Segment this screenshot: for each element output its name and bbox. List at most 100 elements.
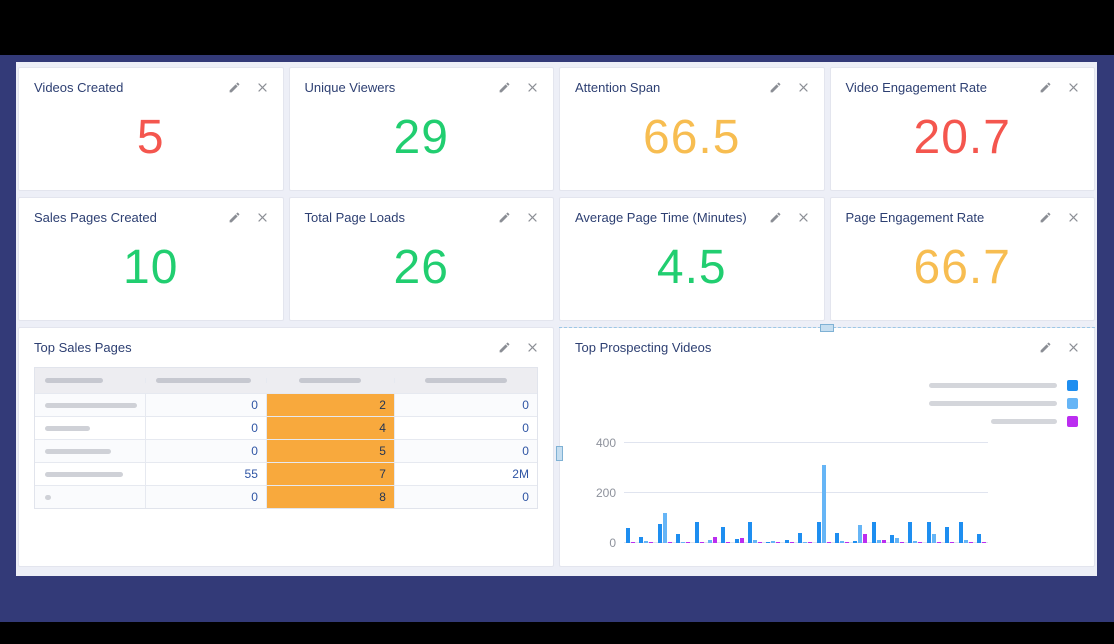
close-icon[interactable]	[256, 81, 269, 94]
bar[interactable]	[958, 522, 963, 543]
stat-card-video-engagement-rate: Video Engagement Rate 20.7	[829, 67, 1095, 191]
legend-item[interactable]	[991, 416, 1078, 427]
bar[interactable]	[699, 542, 704, 543]
bar[interactable]	[644, 541, 649, 543]
pencil-icon[interactable]	[1039, 341, 1052, 354]
bar[interactable]	[726, 542, 731, 543]
table-cell: 2	[265, 394, 394, 416]
bar[interactable]	[639, 537, 644, 543]
bar[interactable]	[895, 538, 899, 543]
bar[interactable]	[721, 527, 726, 543]
close-icon[interactable]	[797, 211, 810, 224]
bar[interactable]	[931, 534, 936, 543]
bar[interactable]	[784, 540, 789, 543]
bar[interactable]	[826, 542, 831, 543]
bar[interactable]	[631, 542, 635, 543]
pencil-icon[interactable]	[498, 341, 511, 354]
bar[interactable]	[881, 540, 886, 543]
card-title: Attention Span	[575, 80, 661, 95]
bar[interactable]	[976, 534, 981, 543]
bar[interactable]	[981, 542, 986, 543]
bar[interactable]	[694, 522, 699, 543]
close-icon[interactable]	[526, 341, 539, 354]
pencil-icon[interactable]	[228, 81, 241, 94]
bar[interactable]	[950, 542, 955, 543]
bar[interactable]	[753, 540, 757, 543]
bar[interactable]	[945, 527, 950, 543]
card-title: Videos Created	[34, 80, 124, 95]
bar[interactable]	[739, 538, 744, 543]
bar[interactable]	[913, 541, 918, 543]
bar[interactable]	[649, 542, 654, 543]
bar[interactable]	[766, 542, 771, 543]
close-icon[interactable]	[1067, 341, 1080, 354]
row-label-placeholder	[35, 417, 145, 439]
bar[interactable]	[844, 542, 849, 543]
bar[interactable]	[858, 525, 863, 543]
bar[interactable]	[908, 522, 913, 543]
bar[interactable]	[918, 542, 923, 543]
pencil-icon[interactable]	[769, 211, 782, 224]
bar[interactable]	[834, 533, 839, 543]
bar[interactable]	[871, 522, 876, 543]
bar[interactable]	[758, 542, 762, 543]
legend-item[interactable]	[929, 380, 1078, 391]
bar[interactable]	[863, 534, 868, 543]
bar[interactable]	[816, 522, 821, 543]
pencil-icon[interactable]	[1039, 211, 1052, 224]
bar[interactable]	[748, 522, 752, 543]
bar[interactable]	[821, 465, 826, 543]
table-cell: 8	[265, 486, 394, 508]
bar[interactable]	[667, 542, 672, 543]
close-icon[interactable]	[797, 81, 810, 94]
table-cell: 2M	[393, 463, 537, 485]
bar[interactable]	[771, 541, 776, 543]
bar[interactable]	[936, 542, 941, 543]
table-row: 55 7 2M	[35, 462, 537, 485]
bar[interactable]	[686, 542, 691, 543]
close-icon[interactable]	[256, 211, 269, 224]
pencil-icon[interactable]	[228, 211, 241, 224]
pencil-icon[interactable]	[1039, 81, 1052, 94]
bar[interactable]	[789, 542, 794, 543]
bar[interactable]	[803, 542, 808, 543]
bar[interactable]	[626, 528, 630, 543]
table-cell: 0	[145, 417, 265, 439]
close-icon[interactable]	[1067, 211, 1080, 224]
bar[interactable]	[676, 534, 681, 543]
bar[interactable]	[657, 524, 662, 543]
bar[interactable]	[963, 540, 968, 543]
close-icon[interactable]	[1067, 81, 1080, 94]
stat-card-videos-created: Videos Created 5	[18, 67, 284, 191]
bar[interactable]	[876, 540, 881, 543]
card-header: Page Engagement Rate	[831, 198, 1095, 225]
resize-handle-left[interactable]	[556, 446, 563, 461]
bar-group	[816, 465, 831, 543]
legend-item[interactable]	[929, 398, 1078, 409]
bar[interactable]	[890, 535, 894, 543]
pencil-icon[interactable]	[498, 211, 511, 224]
card-header: Top Prospecting Videos	[560, 328, 1094, 355]
table-cell: 5	[265, 440, 394, 462]
bar[interactable]	[776, 542, 781, 543]
bar[interactable]	[798, 533, 803, 543]
resize-handle-top[interactable]	[820, 324, 834, 332]
bar[interactable]	[900, 542, 904, 543]
pencil-icon[interactable]	[769, 81, 782, 94]
bar[interactable]	[968, 542, 973, 543]
close-icon[interactable]	[526, 211, 539, 224]
bar[interactable]	[734, 539, 739, 543]
pencil-icon[interactable]	[498, 81, 511, 94]
card-title: Unique Viewers	[304, 80, 396, 95]
bar[interactable]	[926, 522, 931, 543]
bar[interactable]	[808, 542, 813, 543]
stat-card-attention-span: Attention Span 66.5	[559, 67, 825, 191]
bar[interactable]	[712, 537, 717, 543]
bar[interactable]	[853, 541, 858, 543]
close-icon[interactable]	[526, 81, 539, 94]
bar[interactable]	[839, 541, 844, 543]
bar[interactable]	[707, 540, 712, 543]
bar[interactable]	[662, 513, 667, 543]
bar[interactable]	[681, 542, 686, 543]
